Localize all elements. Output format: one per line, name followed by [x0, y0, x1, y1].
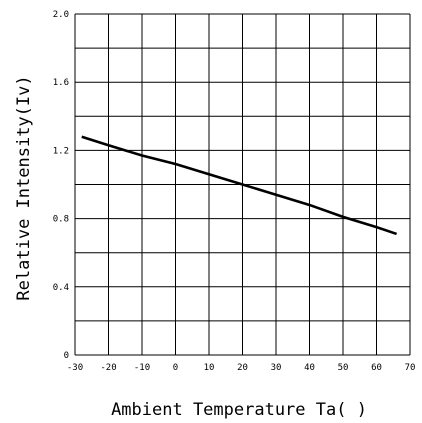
- y-tick-label: 2.0: [53, 10, 69, 20]
- y-tick-label: 0.8: [53, 215, 69, 225]
- grid: [74, 13, 411, 356]
- x-tick-label: 70: [405, 363, 416, 373]
- x-tick-label: 10: [204, 363, 215, 373]
- x-tick-label: 50: [338, 363, 349, 373]
- y-tick-label: 1.2: [53, 146, 69, 156]
- y-axis-label: Relative Intensity(Iv): [14, 75, 34, 300]
- x-axis-label: Ambient Temperature Ta( ): [111, 400, 367, 420]
- y-tick-labels: 0 0.4 0.8 1.2 1.6 2.0: [53, 10, 69, 361]
- x-tick-label: 20: [237, 363, 248, 373]
- x-tick-label: -30: [67, 363, 83, 373]
- y-tick-label: 1.6: [53, 78, 69, 88]
- series-line: [81, 135, 398, 236]
- x-tick-label: 40: [304, 363, 315, 373]
- x-tick-label: -10: [134, 363, 150, 373]
- x-tick-label: 30: [271, 363, 282, 373]
- x-tick-label: 0: [173, 363, 178, 373]
- x-tick-labels: -30 -20 -10 0 10 20 30 40 50 60 70: [67, 363, 416, 373]
- y-tick-label: 0.4: [53, 283, 69, 293]
- x-tick-label: 60: [371, 363, 382, 373]
- y-tick-label: 0: [64, 351, 69, 361]
- x-tick-label: -20: [100, 363, 116, 373]
